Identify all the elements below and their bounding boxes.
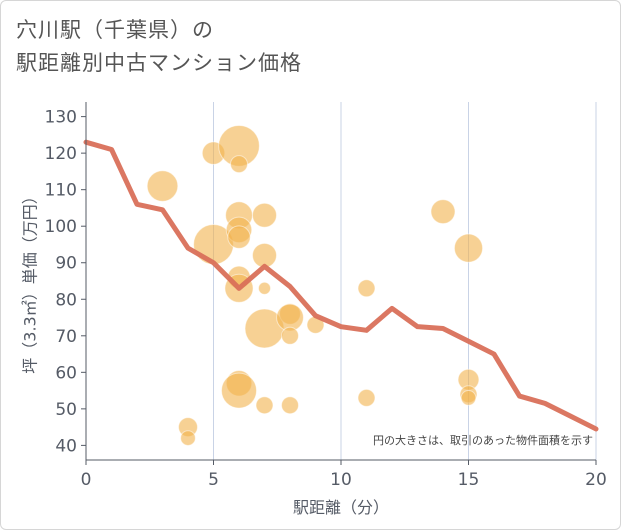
- y-tick-label: 70: [55, 327, 77, 347]
- data-bubble: [357, 388, 376, 407]
- data-bubble: [230, 155, 248, 174]
- bubble-size-note: 円の大きさは、取引のあった物件面積を示す: [373, 433, 593, 447]
- chart-title-line-2: 駅距離別中古マンション価格: [16, 51, 302, 75]
- data-bubble: [430, 199, 456, 225]
- x-tick-label: 0: [81, 470, 92, 490]
- y-tick-label: 110: [45, 181, 77, 201]
- data-bubble: [281, 396, 299, 415]
- x-tick-label: 10: [330, 470, 352, 490]
- trend-line-layer: [83, 139, 599, 432]
- x-tick-label: 20: [585, 470, 607, 490]
- data-bubble: [257, 281, 272, 295]
- data-bubble: [146, 170, 179, 202]
- data-bubble: [220, 372, 258, 409]
- y-tick-label: 40: [55, 436, 77, 456]
- data-bubble: [281, 326, 299, 345]
- data-bubble: [357, 279, 376, 298]
- y-tick-label: 60: [55, 363, 77, 383]
- x-tick-label: 15: [458, 470, 480, 490]
- bubble-series: [146, 124, 484, 446]
- data-bubble: [460, 390, 477, 406]
- x-axis-label: 駅距離（分）: [293, 498, 389, 517]
- y-tick-label: 80: [55, 290, 77, 310]
- x-tick-label: 5: [208, 470, 219, 490]
- y-tick-label: 50: [55, 400, 77, 420]
- y-tick-label: 120: [45, 144, 77, 164]
- y-tick-label: 90: [55, 254, 77, 274]
- data-bubble: [227, 225, 251, 249]
- trend-line: [83, 139, 599, 432]
- data-bubble: [251, 242, 278, 268]
- data-bubble: [180, 430, 196, 446]
- chart-title-line-1: 穴川駅（千葉県）の: [16, 18, 214, 42]
- chart-title: 穴川駅（千葉県）の 駅距離別中古マンション価格: [16, 14, 302, 80]
- data-bubble: [255, 396, 274, 415]
- data-bubble: [453, 233, 484, 263]
- data-bubble: [251, 202, 278, 228]
- y-axis-label: 坪（3.3㎡）単価（万円）: [21, 188, 40, 373]
- axes: 40 50 60 70 80 90 100 110 120 130 0 5 10 15 20: [45, 102, 607, 490]
- y-tick-label: 130: [45, 108, 77, 128]
- y-tick-label: 100: [45, 217, 77, 237]
